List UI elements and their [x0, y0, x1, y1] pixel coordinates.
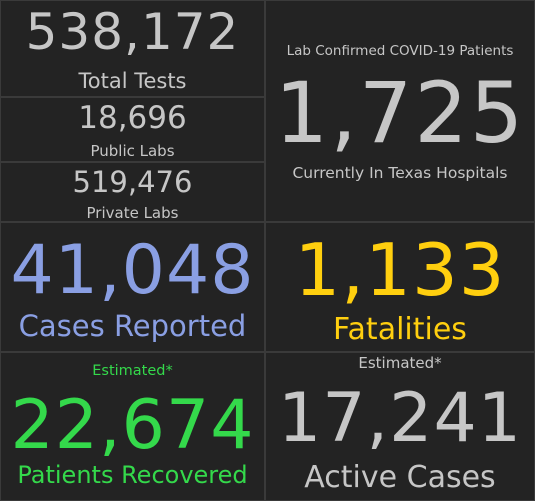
cases-reported-value: 41,048	[10, 231, 255, 310]
public-labs-panel[interactable]: 18,696 Public Labs	[0, 97, 265, 162]
private-labs-value: 519,476	[72, 165, 193, 199]
total-tests-label: Total Tests	[78, 69, 187, 93]
private-labs-label: Private Labs	[86, 204, 179, 222]
fatalities-label: Fatalities	[333, 312, 467, 347]
patients-recovered-value: 22,674	[10, 386, 255, 465]
total-tests-value: 538,172	[25, 3, 240, 61]
fatalities-value: 1,133	[294, 228, 506, 312]
public-labs-value: 18,696	[78, 100, 187, 136]
hospital-patients-header: Lab Confirmed COVID-19 Patients	[286, 43, 514, 59]
active-cases-label: Active Cases	[304, 460, 496, 495]
active-cases-panel[interactable]: Estimated* 17,241 Active Cases	[265, 352, 535, 501]
active-cases-value: 17,241	[278, 379, 522, 458]
cases-reported-label: Cases Reported	[18, 309, 247, 343]
recovered-estimated-note: Estimated*	[92, 363, 173, 379]
total-tests-panel[interactable]: 538,172 Total Tests	[0, 0, 265, 97]
public-labs-label: Public Labs	[90, 142, 175, 160]
fatalities-panel[interactable]: 1,133 Fatalities	[265, 222, 535, 352]
hospital-patients-value: 1,725	[274, 64, 526, 162]
hospital-patients-label: Currently In Texas Hospitals	[292, 164, 508, 182]
private-labs-panel[interactable]: 519,476 Private Labs	[0, 162, 265, 222]
patients-recovered-label: Patients Recovered	[17, 461, 248, 489]
active-estimated-note: Estimated*	[358, 354, 442, 372]
cases-reported-panel[interactable]: 41,048 Cases Reported	[0, 222, 265, 352]
hospital-patients-panel[interactable]: Lab Confirmed COVID-19 Patients 1,725 Cu…	[265, 0, 535, 222]
patients-recovered-panel[interactable]: Estimated* 22,674 Patients Recovered	[0, 352, 265, 501]
